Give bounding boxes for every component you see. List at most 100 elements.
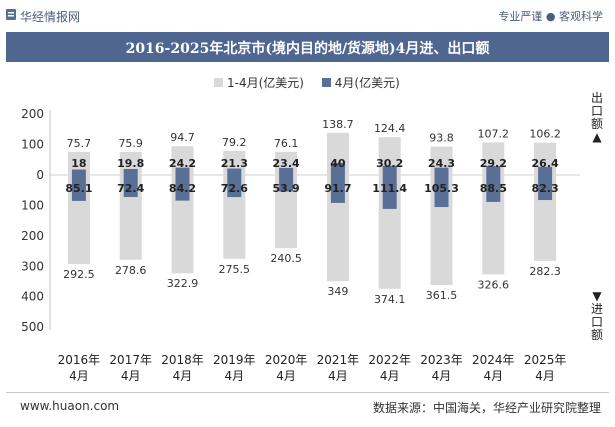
label-ytd-import: 326.6 xyxy=(478,278,510,291)
bar-april-export xyxy=(279,167,294,175)
label-ytd-export: 94.7 xyxy=(170,131,195,144)
label-ytd-export: 107.2 xyxy=(478,127,510,140)
bar-april-import xyxy=(123,175,138,198)
label-april-import: 105.3 xyxy=(424,182,459,195)
label-ytd-export: 138.7 xyxy=(322,118,354,131)
x-tick-label: 2021年 xyxy=(317,353,360,367)
x-tick-label-month: 4月 xyxy=(483,369,503,383)
label-ytd-import: 292.5 xyxy=(63,268,95,281)
x-tick-label-month: 4月 xyxy=(69,369,89,383)
arrow-up-icon: ▲ xyxy=(592,130,602,144)
label-april-export: 24.2 xyxy=(169,157,196,170)
label-april-import: 72.6 xyxy=(221,182,248,195)
footer-divider xyxy=(6,392,609,393)
label-ytd-import: 278.6 xyxy=(115,264,147,277)
label-april-export: 21.3 xyxy=(221,157,248,170)
label-ytd-import: 361.5 xyxy=(426,289,458,302)
y-tick-label: 100 xyxy=(21,138,44,152)
label-april-import: 91.7 xyxy=(324,182,351,195)
x-tick-label: 2024年 xyxy=(472,353,515,367)
bar-april-export xyxy=(227,168,242,175)
label-april-export: 23.4 xyxy=(273,157,300,170)
x-tick-label: 2018年 xyxy=(161,353,204,367)
bar-april-import xyxy=(279,175,294,192)
chart-title: 2016-2025年北京市(境内目的地/货源地)4月进、出口额 xyxy=(125,41,490,57)
y-tick-label: 400 xyxy=(21,290,44,304)
label-april-import: 82.3 xyxy=(532,182,559,195)
y-tick-label: 200 xyxy=(21,107,44,121)
bar-april-import xyxy=(486,175,501,202)
x-tick-label-month: 4月 xyxy=(276,369,296,383)
y-tick-label: 200 xyxy=(21,229,44,243)
label-april-export: 30.2 xyxy=(376,157,403,170)
x-tick-label-month: 4月 xyxy=(121,369,141,383)
x-tick-label: 2019年 xyxy=(213,353,256,367)
bar-april-export xyxy=(382,165,397,175)
bar-april-export xyxy=(71,169,86,175)
y-tick-label: 300 xyxy=(21,259,44,273)
label-april-export: 26.4 xyxy=(532,157,559,170)
label-ytd-import: 374.1 xyxy=(374,293,406,306)
label-april-import: 84.2 xyxy=(169,182,196,195)
x-tick-label: 2020年 xyxy=(265,353,308,367)
label-ytd-export: 124.4 xyxy=(374,122,406,135)
label-ytd-export: 93.8 xyxy=(429,131,454,144)
bar-april-import xyxy=(434,175,449,208)
legend-label-ytd: 1-4月(亿美元) xyxy=(227,76,304,90)
x-tick-label: 2016年 xyxy=(58,353,101,367)
label-april-import: 53.9 xyxy=(273,182,300,195)
legend-label-april: 4月(亿美元) xyxy=(334,76,400,90)
bar-april-export xyxy=(538,166,553,175)
x-tick-label: 2017年 xyxy=(109,353,152,367)
footer-website[interactable]: www.huaon.com xyxy=(20,399,120,413)
y-tick-label: 100 xyxy=(21,198,44,212)
bar-april-export xyxy=(123,168,138,175)
title-bar: 2016-2025年北京市(境内目的地/货源地)4月进、出口额 xyxy=(6,32,609,62)
legend-swatch-ytd xyxy=(214,78,223,87)
label-april-import: 88.5 xyxy=(480,182,507,195)
bar-april-import xyxy=(71,175,86,201)
top-bar: 华经情报网 专业严谨 ● 客观科学 xyxy=(0,0,615,30)
label-april-export: 19.8 xyxy=(117,157,144,170)
label-april-export: 18 xyxy=(71,157,86,170)
x-tick-label: 2025年 xyxy=(524,353,567,367)
side-label-import: ▼ 进口额 xyxy=(588,290,606,342)
bar-april-import xyxy=(330,175,345,203)
label-ytd-export: 75.9 xyxy=(118,137,143,150)
bar-ytd-export xyxy=(534,142,557,175)
x-tick-label-month: 4月 xyxy=(432,369,452,383)
bar-april-export xyxy=(486,166,501,175)
label-ytd-import: 275.5 xyxy=(219,263,251,276)
label-ytd-export: 106.2 xyxy=(529,128,561,141)
x-tick-label: 2023年 xyxy=(420,353,463,367)
label-ytd-export: 79.2 xyxy=(222,136,247,149)
label-ytd-export: 76.1 xyxy=(274,137,299,150)
tagline: 专业严谨 ● 客观科学 xyxy=(498,10,603,23)
bar-april-import xyxy=(227,175,242,198)
x-tick-label-month: 4月 xyxy=(173,369,193,383)
y-tick-label: 0 xyxy=(36,168,44,182)
arrow-down-icon: ▼ xyxy=(592,289,602,303)
x-tick-label-month: 4月 xyxy=(328,369,348,383)
x-tick-label-month: 4月 xyxy=(224,369,244,383)
legend-swatch-april xyxy=(321,78,331,87)
label-april-export: 40 xyxy=(330,157,346,170)
side-label-export: 出口额 ▲ xyxy=(588,92,606,144)
brand-name: 华经情报网 xyxy=(20,10,81,24)
label-april-export: 24.3 xyxy=(428,157,455,170)
label-april-import: 85.1 xyxy=(65,182,92,195)
label-april-import: 111.4 xyxy=(372,182,407,195)
x-tick-label: 2022年 xyxy=(368,353,411,367)
bar-april-import xyxy=(538,175,553,201)
bar-ytd-import xyxy=(275,175,298,249)
bar-april-import xyxy=(175,175,190,201)
bar-ytd-export xyxy=(67,151,90,175)
label-ytd-import: 322.9 xyxy=(167,277,199,290)
label-ytd-import: 282.3 xyxy=(529,265,561,278)
label-ytd-import: 240.5 xyxy=(270,252,302,265)
y-tick-label: 500 xyxy=(21,320,44,334)
bar-ytd-export xyxy=(378,137,401,175)
label-ytd-import: 349 xyxy=(327,285,348,298)
legend: 1-4月(亿美元) 4月(亿美元) xyxy=(214,74,400,91)
